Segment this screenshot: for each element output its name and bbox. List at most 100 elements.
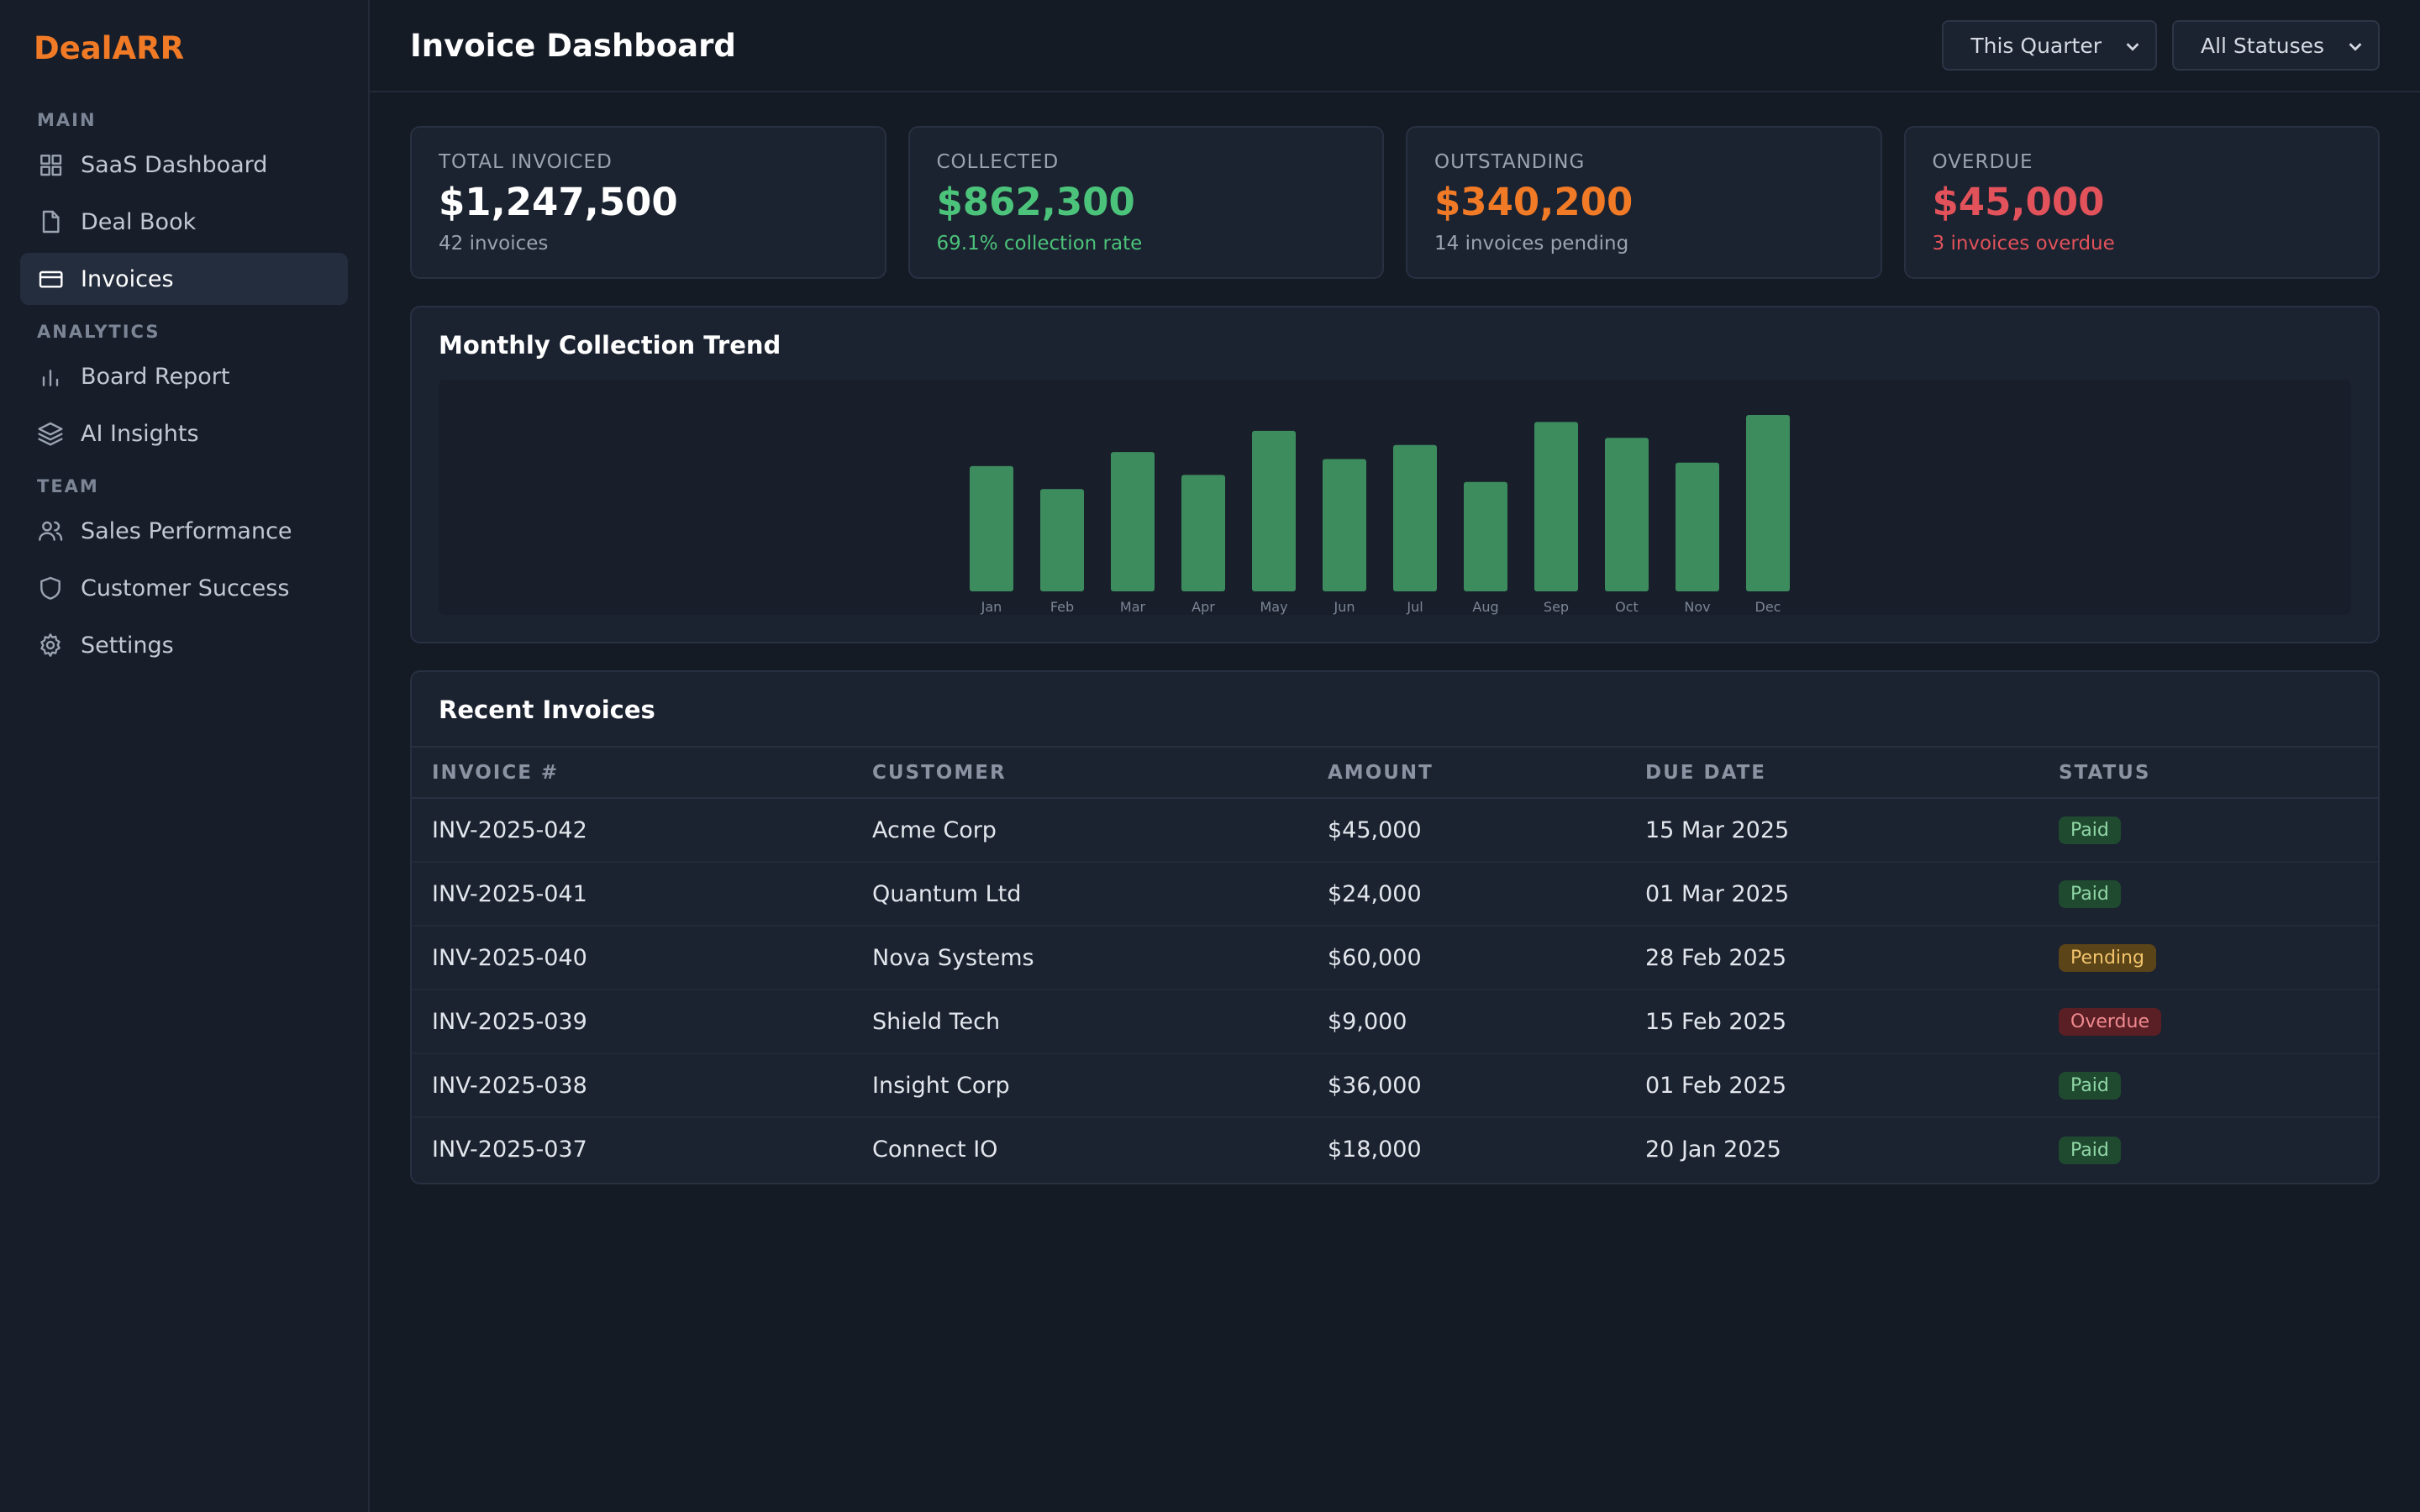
- cell-customer: Connect IO: [872, 1137, 998, 1163]
- kpi-value: $1,247,500: [439, 180, 678, 224]
- sidebar-item-deal-book[interactable]: Deal Book: [20, 196, 348, 248]
- chart-bar[interactable]: [1746, 415, 1790, 591]
- chart-tick-label: May: [1260, 599, 1287, 615]
- kpi-label: COLLECTED: [936, 151, 1060, 173]
- cell-amount: $45,000: [1307, 798, 1625, 863]
- kpi-value: $862,300: [936, 180, 1135, 224]
- chart-bar[interactable]: [970, 465, 1013, 591]
- status-badge: Paid: [2059, 880, 2121, 908]
- chart-bar[interactable]: [1605, 438, 1649, 591]
- cell-invoice: INV-2025-040: [412, 926, 852, 990]
- users-icon: [37, 517, 64, 544]
- sidebar-item-label: Deal Book: [81, 208, 197, 235]
- chart-bar[interactable]: [1534, 422, 1578, 591]
- collection-chart: Jan Feb Mar Apr May Jun Jul Aug Sep Oct Nov Dec: [970, 415, 1790, 615]
- sidebar-item-settings[interactable]: Settings: [20, 619, 348, 671]
- kpi-subtext: 42 invoices: [439, 233, 549, 255]
- period-select-value: This Quarter: [1970, 33, 2102, 58]
- table-row[interactable]: INV-2025-039 Shield Tech $9,000 15 Feb 2025…: [412, 990, 2378, 1054]
- chart-tick-label: Feb: [1050, 599, 1074, 615]
- cell-due: 01 Feb 2025: [1625, 1053, 2039, 1118]
- sidebar-item-customer-success[interactable]: Customer Success: [20, 562, 348, 614]
- chart-bar[interactable]: [1676, 462, 1719, 591]
- chart-bar[interactable]: [1040, 489, 1084, 591]
- cell-customer: Acme Corp: [852, 798, 1307, 863]
- status-badge: Paid: [2059, 816, 2121, 844]
- sidebar-nav: MAIN SaaS Dashboard Deal Book Invoices ANALY…: [20, 110, 348, 671]
- gear-icon: [37, 632, 64, 659]
- layers-icon: [37, 420, 64, 447]
- period-select[interactable]: This Quarter: [1942, 20, 2157, 71]
- kpi-cards: TOTAL INVOICED $1,247,500 42 invoices COLLE…: [410, 126, 2380, 279]
- cell-due: 15 Mar 2025: [1625, 798, 2039, 863]
- chart-bar[interactable]: [1181, 475, 1225, 591]
- chevron-down-icon: [2123, 36, 2142, 55]
- chart-bar[interactable]: [1323, 459, 1366, 592]
- cell-invoice: INV-2025-041: [412, 862, 852, 927]
- table-row[interactable]: INV-2025-040 Nova Systems $60,000 28 Feb 20…: [412, 926, 2378, 990]
- sidebar-item-saas-dashboard[interactable]: SaaS Dashboard: [20, 139, 348, 191]
- section-label: ANALYTICS: [37, 322, 160, 342]
- kpi-value: $45,000: [1932, 180, 2105, 224]
- cell-invoice: INV-2025-042: [412, 798, 852, 863]
- credit-card-icon: [37, 265, 64, 292]
- cell-due: 01 Mar 2025: [1625, 862, 2039, 927]
- sidebar-item-invoices[interactable]: Invoices: [20, 253, 348, 305]
- chart-tick-label: Apr: [1192, 599, 1215, 615]
- column-header: DUE DATE: [1625, 748, 2039, 799]
- chart-bar[interactable]: [1393, 444, 1437, 591]
- status-badge: Paid: [2059, 1136, 2121, 1164]
- invoices-table: INVOICE # CUSTOMER AMOUNT DUE DATE STATUS IN…: [412, 748, 2378, 1181]
- cell-status: Paid: [2039, 1053, 2378, 1118]
- file-icon: [37, 208, 64, 235]
- sidebar-item-board-report[interactable]: Board Report: [20, 350, 348, 402]
- status-badge: Pending: [2059, 944, 2156, 972]
- cell-due: 28 Feb 2025: [1625, 926, 2039, 990]
- topbar: Invoice Dashboard This Quarter All Statu…: [370, 0, 2420, 92]
- table-row[interactable]: INV-2025-038 Insight Corp $36,000 01 Feb 20…: [412, 1053, 2378, 1118]
- sidebar-item-label: Board Report: [81, 363, 230, 390]
- cell-customer: Shield Tech: [852, 990, 1307, 1054]
- chart-panel: Monthly Collection Trend Jan Feb Mar Apr May…: [410, 306, 2380, 643]
- kpi-card-overdue: OVERDUE $45,000 3 invoices overdue: [1903, 126, 2380, 279]
- grid-icon: [37, 151, 64, 178]
- chart-bar[interactable]: [1464, 481, 1507, 591]
- sidebar-item-sales-performance[interactable]: Sales Performance: [20, 505, 348, 557]
- chart-bar[interactable]: [1252, 430, 1296, 591]
- chart-bar[interactable]: [1111, 452, 1155, 591]
- cell-status: Pending: [2039, 926, 2378, 990]
- column-header: CUSTOMER: [852, 748, 1307, 799]
- cell-status: Paid: [2039, 1117, 2378, 1181]
- table-row[interactable]: INV-2025-041 Quantum Ltd $24,000 01 Mar 202…: [412, 862, 2378, 927]
- kpi-subtext: 69.1% collection rate: [936, 233, 1143, 255]
- status-select[interactable]: All Statuses: [2171, 20, 2380, 71]
- chevron-down-icon: [2346, 36, 2365, 55]
- status-badge: Overdue: [2059, 1008, 2161, 1036]
- kpi-label: TOTAL INVOICED: [439, 151, 613, 173]
- chart-tick-label: Aug: [1472, 599, 1498, 615]
- chart-tick-label: Dec: [1755, 599, 1781, 615]
- content: TOTAL INVOICED $1,247,500 42 invoices COLLE…: [370, 92, 2420, 1184]
- main-area: Invoice Dashboard This Quarter All Statu…: [370, 0, 2420, 1512]
- sidebar-item-label: SaaS Dashboard: [81, 151, 268, 178]
- page-title: Invoice Dashboard: [410, 27, 736, 64]
- table-row[interactable]: INV-2025-037 Connect IO $18,000 20 Jan 2025…: [412, 1117, 2378, 1181]
- cell-amount: $18,000: [1328, 1137, 1422, 1163]
- sidebar: DealARR MAIN SaaS Dashboard Deal Book Invoi…: [0, 0, 370, 1512]
- sidebar-item-ai-insights[interactable]: AI Insights: [20, 407, 348, 459]
- shield-icon: [37, 575, 64, 601]
- brand-logo[interactable]: DealARR: [34, 30, 185, 66]
- sidebar-item-label: Customer Success: [81, 575, 290, 601]
- cell-amount: $60,000: [1307, 926, 1625, 990]
- section-label: MAIN: [37, 110, 97, 130]
- cell-invoice: INV-2025-039: [412, 990, 852, 1054]
- chart-title: Monthly Collection Trend: [439, 331, 781, 360]
- chart-tick-label: Oct: [1615, 599, 1639, 615]
- cell-customer: Nova Systems: [852, 926, 1307, 990]
- chart-tick-label: Jul: [1406, 599, 1423, 615]
- kpi-card-outstanding: OUTSTANDING $340,200 14 invoices pending: [1406, 126, 1882, 279]
- cell-amount: $24,000: [1307, 862, 1625, 927]
- table-row[interactable]: INV-2025-042 Acme Corp $45,000 15 Mar 2025 P…: [412, 798, 2378, 863]
- cell-amount: $9,000: [1307, 990, 1625, 1054]
- kpi-subtext: 3 invoices overdue: [1932, 233, 2115, 255]
